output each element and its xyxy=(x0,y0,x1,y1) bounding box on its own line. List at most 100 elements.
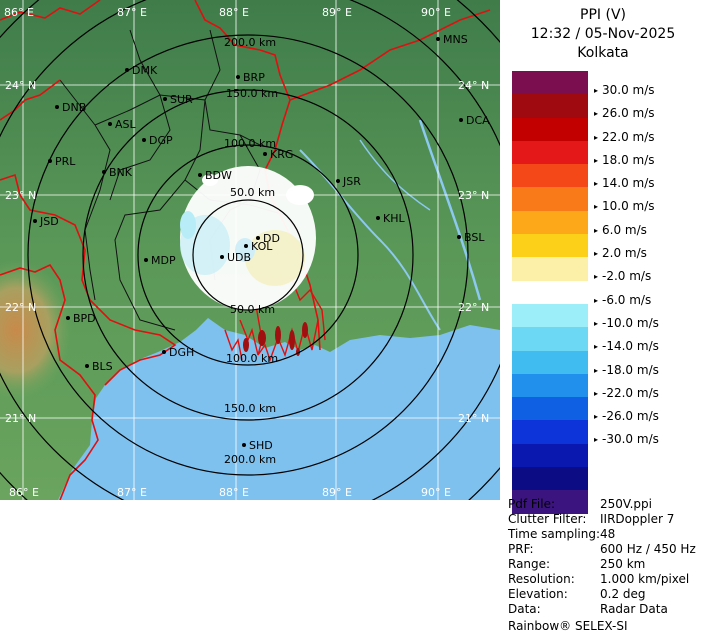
info-key: PRF: xyxy=(508,542,534,556)
station-label-prl: PRL xyxy=(55,155,76,168)
station-markers: MNS DMK BRP DNB SUR ASL DGP DCA PRL BNK KRG BDW JSR J… xyxy=(33,33,490,452)
station-dot-dmk xyxy=(125,68,129,72)
legend-label: 2.0 m/s xyxy=(594,246,647,260)
legend-swatch xyxy=(512,350,588,374)
legend-label: -26.0 m/s xyxy=(594,409,659,423)
legend-label: 18.0 m/s xyxy=(594,153,655,167)
lat-label-left: 23° N xyxy=(5,189,36,202)
legend-swatch xyxy=(512,443,588,468)
legend-swatch xyxy=(512,397,588,421)
legend-swatch xyxy=(512,94,588,118)
info-value: Radar Data xyxy=(600,602,668,616)
station-dot-shd xyxy=(242,443,246,447)
ring-label-150-bottom: 150.0 km xyxy=(224,402,276,415)
legend-swatch xyxy=(512,280,588,304)
station-label-krg: KRG xyxy=(270,148,293,161)
station-label-khl: KHL xyxy=(383,212,405,225)
legend-label: -22.0 m/s xyxy=(594,386,659,400)
legend-row: 22.0 m/s xyxy=(512,117,692,144)
radar-map: 200.0 km 150.0 km 100.0 km 50.0 km 50.0 … xyxy=(0,0,500,500)
station-label-bpd: BPD xyxy=(73,312,96,325)
legend-row: -10.0 m/s xyxy=(512,303,692,330)
info-value: 0.2 deg xyxy=(600,587,646,601)
lat-label-left: 21° N xyxy=(5,412,36,425)
lon-label-bottom: 87° E xyxy=(117,486,147,499)
legend-row: -30.0 m/s xyxy=(512,420,692,446)
station-label-dgh: DGH xyxy=(169,346,194,359)
legend-label: 10.0 m/s xyxy=(594,199,655,213)
info-row: Resolution: 1.000 km/pixel xyxy=(508,572,706,587)
legend-row: -6.0 m/s xyxy=(512,280,692,307)
legend-swatch xyxy=(512,187,588,211)
info-key: Data: xyxy=(508,602,541,616)
ring-label-100-top: 100.0 km xyxy=(224,137,276,150)
station-dot-bpd xyxy=(66,316,70,320)
lon-label-bottom: 86° E xyxy=(9,486,39,499)
station-dot-mns xyxy=(436,37,440,41)
legend-row xyxy=(512,443,692,468)
station-dot-sur xyxy=(163,97,167,101)
legend-swatch xyxy=(512,490,588,514)
legend-label: -6.0 m/s xyxy=(594,293,651,307)
info-value: 48 xyxy=(600,527,616,541)
station-label-brp: BRP xyxy=(243,71,265,84)
lon-label-top: 88° E xyxy=(219,6,249,19)
lat-label-right: 22° N xyxy=(458,301,489,314)
lon-label-top: 90° E xyxy=(421,6,451,19)
river xyxy=(418,119,482,301)
legend-swatch xyxy=(512,327,588,351)
legend-row: 18.0 m/s xyxy=(512,140,692,167)
legend-label: 14.0 m/s xyxy=(594,176,655,190)
station-dot-jsr xyxy=(336,179,340,183)
legend-label: -18.0 m/s xyxy=(594,363,659,377)
station-dot-krg xyxy=(263,152,267,156)
info-row: Pdf File: 250V.ppi xyxy=(508,497,706,512)
info-row: Clutter Filter: IIRDoppler 7 xyxy=(508,512,706,527)
lat-label-left: 22° N xyxy=(5,301,36,314)
legend-swatch xyxy=(512,140,588,165)
info-key: Range: xyxy=(508,557,551,571)
info-key: Resolution: xyxy=(508,572,575,586)
sundarbans-islands xyxy=(243,322,308,356)
station-dot-jsd xyxy=(33,219,37,223)
legend-row: 14.0 m/s xyxy=(512,164,692,190)
legend-swatch xyxy=(512,71,588,95)
lat-label-left: 24° N xyxy=(5,79,36,92)
legend-row: -14.0 m/s xyxy=(512,327,692,353)
ring-label-200-bottom: 200.0 km xyxy=(224,453,276,466)
ring-label-200-top: 200.0 km xyxy=(224,36,276,49)
station-dot-mdp xyxy=(144,258,148,262)
legend-label: 6.0 m/s xyxy=(594,223,647,237)
station-label-kol: KOL xyxy=(251,240,273,253)
legend-row: 26.0 m/s xyxy=(512,94,692,120)
lat-label-right: 21° N xyxy=(458,412,489,425)
product-name: PPI (V) xyxy=(580,7,626,23)
legend-row: -22.0 m/s xyxy=(512,373,692,400)
station-label-dmk: DMK xyxy=(132,64,158,77)
lon-label-bottom: 90° E xyxy=(421,486,451,499)
legend-swatch xyxy=(512,467,588,491)
station-label-dnb: DNB xyxy=(62,101,86,114)
info-value: 600 Hz / 450 Hz xyxy=(600,542,696,556)
legend-swatch xyxy=(512,117,588,141)
legend-swatch xyxy=(512,234,588,258)
product-info: Pdf File: 250V.ppi Clutter Filter: IIRDoppl… xyxy=(508,497,706,617)
highland-area xyxy=(0,220,160,420)
station-label-asl: ASL xyxy=(115,118,137,131)
lat-label-right: 24° N xyxy=(458,79,489,92)
legend-label: 22.0 m/s xyxy=(594,130,655,144)
station-dot-bnk xyxy=(102,170,106,174)
station-dot-dgh xyxy=(162,350,166,354)
station-dot-bdw xyxy=(198,173,202,177)
ring-label-50-top: 50.0 km xyxy=(230,186,275,199)
station-dot-dca xyxy=(459,118,463,122)
lon-label-top: 87° E xyxy=(117,6,147,19)
station-label-udb: UDB xyxy=(227,251,251,264)
info-row: Elevation: 0.2 deg xyxy=(508,587,706,602)
river xyxy=(359,139,431,211)
legend-row: -18.0 m/s xyxy=(512,350,692,377)
station-label-dca: DCA xyxy=(466,114,490,127)
side-panel: PPI (V) 12:32 / 05-Nov-2025 Kolkata 30.0… xyxy=(500,0,706,642)
station-label-bls: BLS xyxy=(92,360,113,373)
station-dot-bsl xyxy=(457,235,461,239)
